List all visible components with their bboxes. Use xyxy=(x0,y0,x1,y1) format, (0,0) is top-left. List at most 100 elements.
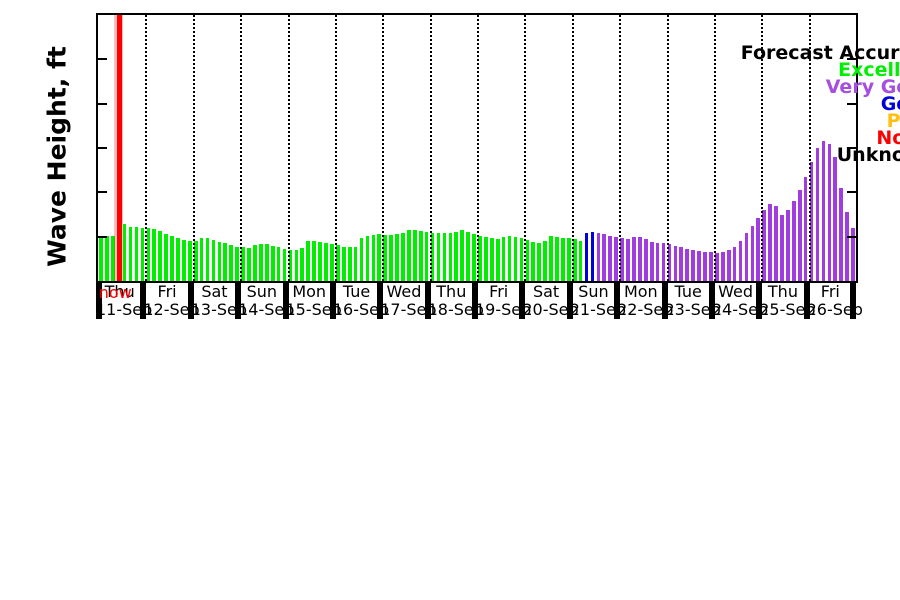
bar xyxy=(170,236,174,281)
bar xyxy=(709,252,713,281)
bar xyxy=(312,240,316,281)
bar xyxy=(418,231,423,281)
day-separator xyxy=(713,15,716,281)
x-axis-day-label: Sat 20-Sep xyxy=(522,283,578,319)
bar xyxy=(324,242,328,281)
bar xyxy=(235,246,239,281)
bar xyxy=(626,239,630,281)
x-axis-date: 14-Sep xyxy=(238,300,295,319)
bar xyxy=(525,240,530,281)
x-axis-date: 23-Sep xyxy=(664,300,721,319)
x-axis-day-of-week: Fri xyxy=(489,282,509,301)
bar xyxy=(507,236,512,281)
bar xyxy=(276,247,281,281)
bar xyxy=(395,234,399,281)
now-line xyxy=(116,15,122,281)
bar xyxy=(531,241,536,281)
bar xyxy=(383,234,388,281)
day-separator xyxy=(192,15,195,281)
bar xyxy=(555,237,559,281)
bar xyxy=(845,212,849,281)
bar xyxy=(99,235,103,281)
day-separator xyxy=(477,15,479,281)
bar xyxy=(726,249,731,281)
bar xyxy=(407,230,411,281)
y-axis-tick-right xyxy=(847,58,856,61)
bar xyxy=(537,242,541,281)
x-axis-date: 24-Sep xyxy=(711,300,769,319)
x-axis-divider xyxy=(140,283,147,319)
bar xyxy=(738,241,743,281)
x-axis-day-of-week: Wed xyxy=(386,282,422,301)
bar xyxy=(389,234,393,281)
x-axis-day-of-week: Wed xyxy=(718,282,753,301)
day-separator xyxy=(382,15,385,281)
bar xyxy=(809,162,814,281)
x-axis-divider xyxy=(566,283,573,319)
bar xyxy=(472,234,476,281)
x-axis-day-of-week: Tue xyxy=(674,282,702,301)
x-axis-day-label: Mon 22-Sep xyxy=(617,282,673,319)
x-axis-divider xyxy=(96,283,102,319)
x-axis-divider xyxy=(472,283,478,319)
bar xyxy=(549,236,553,281)
bar xyxy=(667,243,672,281)
now-label: now xyxy=(98,283,132,302)
x-axis-date: 12-Sep xyxy=(143,300,200,319)
bar xyxy=(401,233,405,281)
bar xyxy=(608,235,613,281)
day-separator xyxy=(666,15,669,281)
bar xyxy=(596,232,601,281)
bar xyxy=(655,242,660,281)
day-separator xyxy=(571,15,574,281)
bar xyxy=(803,176,808,281)
x-axis-day-label: Wed 24-Sep xyxy=(711,282,769,319)
x-axis-day-label: Tue 16-Sep xyxy=(333,283,389,319)
bar xyxy=(851,227,855,281)
bar xyxy=(572,239,577,281)
bar xyxy=(158,231,162,281)
bar xyxy=(347,247,352,281)
bar xyxy=(561,237,565,281)
bar xyxy=(774,205,778,281)
x-axis-divider xyxy=(614,283,621,319)
bar xyxy=(460,230,465,281)
bar xyxy=(105,235,109,281)
bar xyxy=(330,243,334,281)
day-separator xyxy=(619,15,622,281)
x-axis-date: 26-Sep xyxy=(806,300,863,319)
x-axis-date: 13-Sep xyxy=(190,300,248,319)
bar xyxy=(110,235,115,281)
x-axis-day-of-week: Fri xyxy=(820,282,840,301)
bar xyxy=(300,247,305,281)
x-axis-day-of-week: Mon xyxy=(292,282,327,301)
x-axis-day-label: Tue 23-Sep xyxy=(664,282,721,319)
x-axis-date: 18-Sep xyxy=(427,300,484,319)
bar xyxy=(584,233,589,281)
y-axis-tick-right xyxy=(847,191,856,194)
bar xyxy=(259,244,263,281)
bar xyxy=(638,237,642,281)
x-axis-divider xyxy=(187,283,194,319)
bar xyxy=(839,187,844,281)
bar xyxy=(442,233,447,281)
x-axis-day-of-week: Mon xyxy=(623,282,658,301)
x-axis-day-of-week: Sun xyxy=(246,282,278,301)
day-separator xyxy=(761,15,764,281)
bar xyxy=(341,246,346,281)
bar xyxy=(241,247,245,281)
x-axis-day-label: Sun 21-Sep xyxy=(570,283,626,319)
day-separator xyxy=(287,15,290,281)
day-separator xyxy=(145,15,148,281)
day-separator xyxy=(334,15,337,281)
bar xyxy=(288,249,293,281)
x-axis-date: 25-Sep xyxy=(759,300,816,319)
x-axis-divider xyxy=(424,283,431,319)
x-axis-divider xyxy=(661,283,668,319)
y-axis-tick xyxy=(98,191,107,194)
bar xyxy=(122,224,127,281)
bar xyxy=(614,237,618,281)
y-axis-title: Wave Height, ft xyxy=(42,46,72,267)
plot-inner xyxy=(98,15,856,281)
bar xyxy=(306,241,311,281)
